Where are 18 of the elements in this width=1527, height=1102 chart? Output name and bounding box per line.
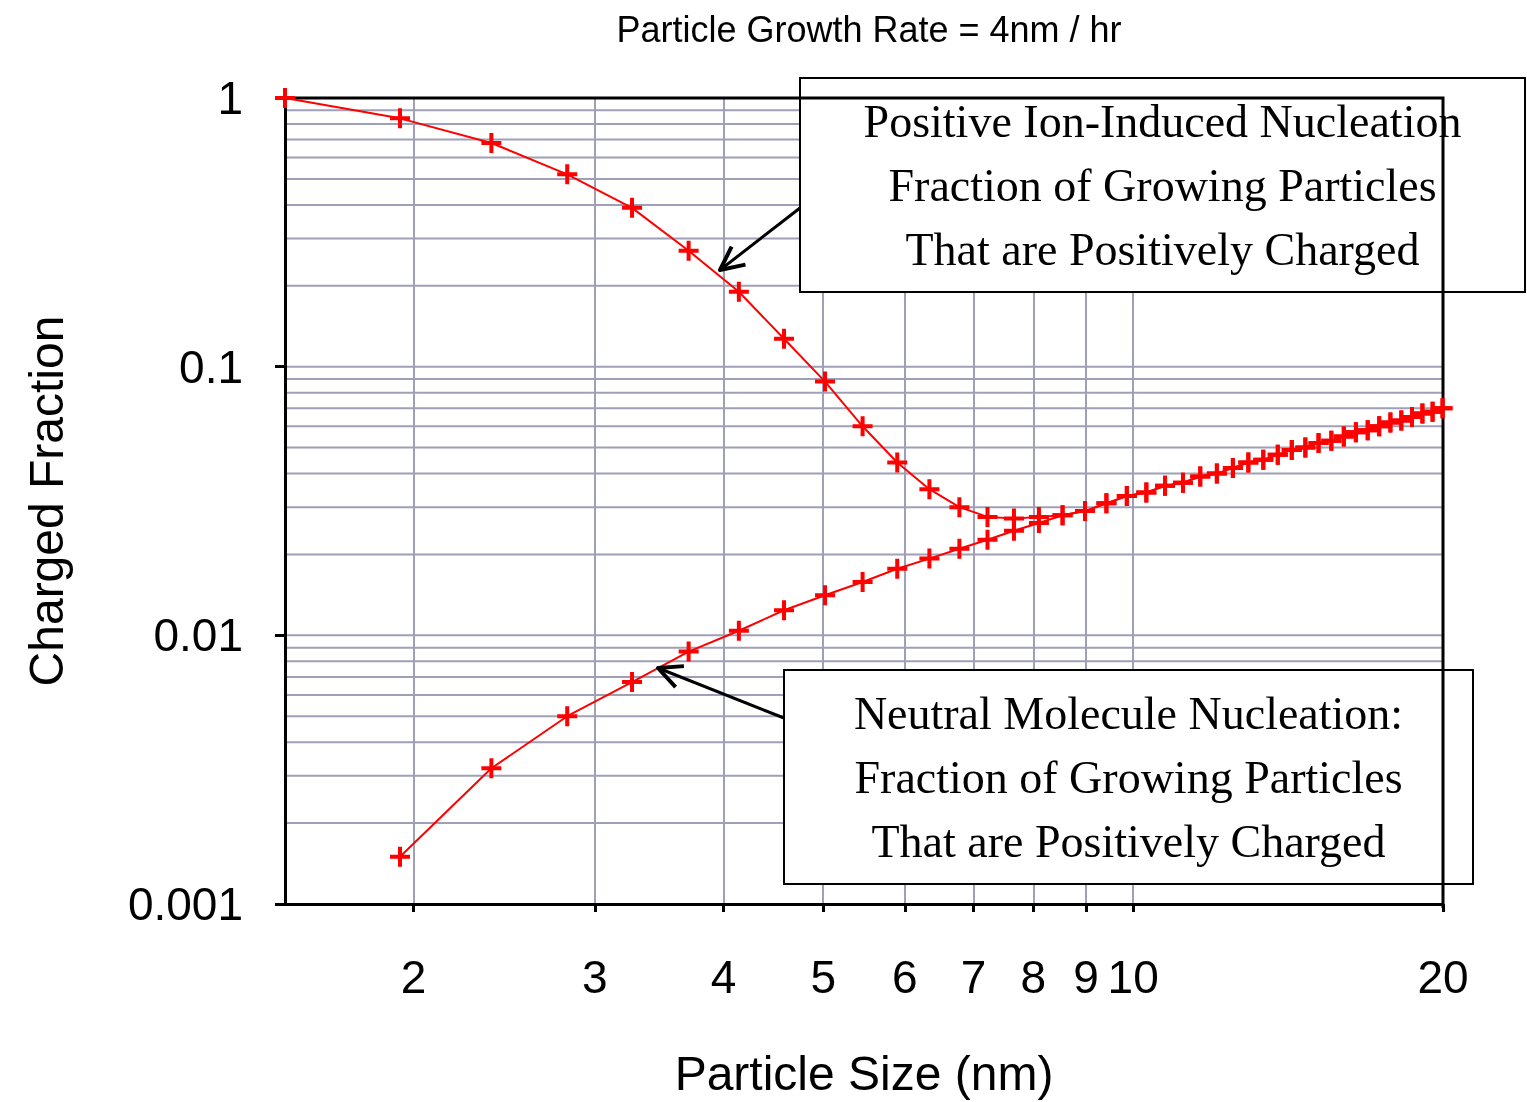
x-tick-label: 6 xyxy=(891,951,918,1003)
x-axis-title: Particle Size (nm) xyxy=(674,1046,1054,1100)
x-tick-label: 10 xyxy=(1107,951,1159,1003)
y-tick-label: 1 xyxy=(217,72,243,124)
x-tick-label: 7 xyxy=(960,951,987,1003)
chart-title: Particle Growth Rate = 4nm / hr xyxy=(616,8,1122,50)
y-axis-title: Charged Fraction xyxy=(19,315,73,687)
x-tick-label: 8 xyxy=(1020,951,1047,1003)
y-tick-label: 0.001 xyxy=(127,878,243,930)
x-tick-label: 9 xyxy=(1073,951,1099,1003)
x-tick-label: 3 xyxy=(582,951,608,1003)
y-tick-label: 0.1 xyxy=(179,340,243,393)
annotation: Neutral Molecule Nucleation: Fraction of Growing Particles That are Positively Charged xyxy=(853,687,1404,867)
x-tick-label: 20 xyxy=(1417,951,1469,1003)
x-tick-label: 5 xyxy=(810,951,837,1003)
y-tick-label: 0.01 xyxy=(153,609,243,662)
x-tick-label: 4 xyxy=(710,951,737,1003)
x-tick-label: 2 xyxy=(400,951,427,1003)
